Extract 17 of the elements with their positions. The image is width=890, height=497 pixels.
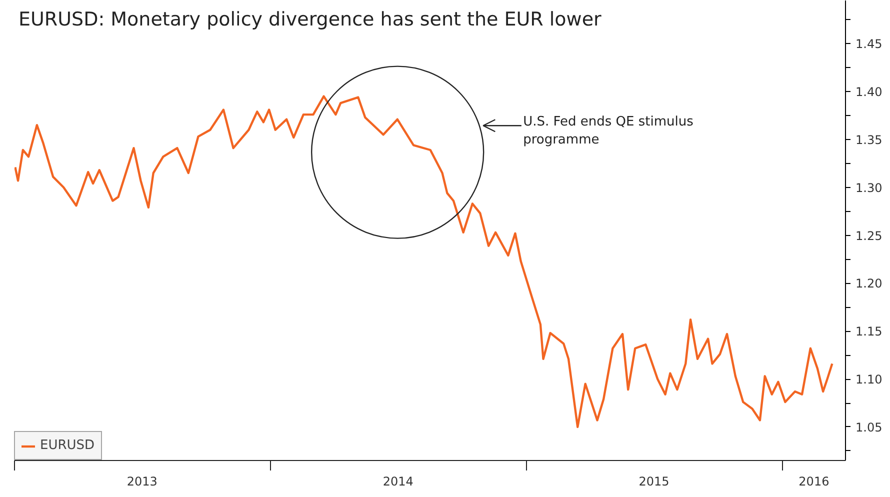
y-tick-label: 1.30 [856, 180, 882, 195]
y-tick-label: 1.40 [856, 85, 882, 100]
y-tick-label: 1.15 [856, 324, 882, 339]
line-series [14, 95, 834, 428]
x-tick-label: 2016 [798, 474, 830, 488]
y-tick-label: 1.25 [856, 228, 882, 243]
chart-title: EURUSD: Monetary policy divergence has sent the EUR lower [18, 8, 602, 30]
x-tick-label: 2014 [382, 474, 414, 488]
x-tick-label: 2013 [126, 474, 158, 488]
y-tick-label: 1.35 [856, 132, 882, 147]
legend-label: EURUSD [40, 438, 95, 453]
annotation: U.S. Fed ends QE stimulus programme [523, 114, 694, 148]
y-tick-label: 1.05 [856, 420, 882, 434]
y-tick-label: 1.20 [856, 276, 882, 291]
x-tick-label: 2015 [638, 474, 670, 488]
y-tick-label: 1.45 [856, 37, 882, 52]
y-tick-label: 1.10 [856, 372, 882, 387]
